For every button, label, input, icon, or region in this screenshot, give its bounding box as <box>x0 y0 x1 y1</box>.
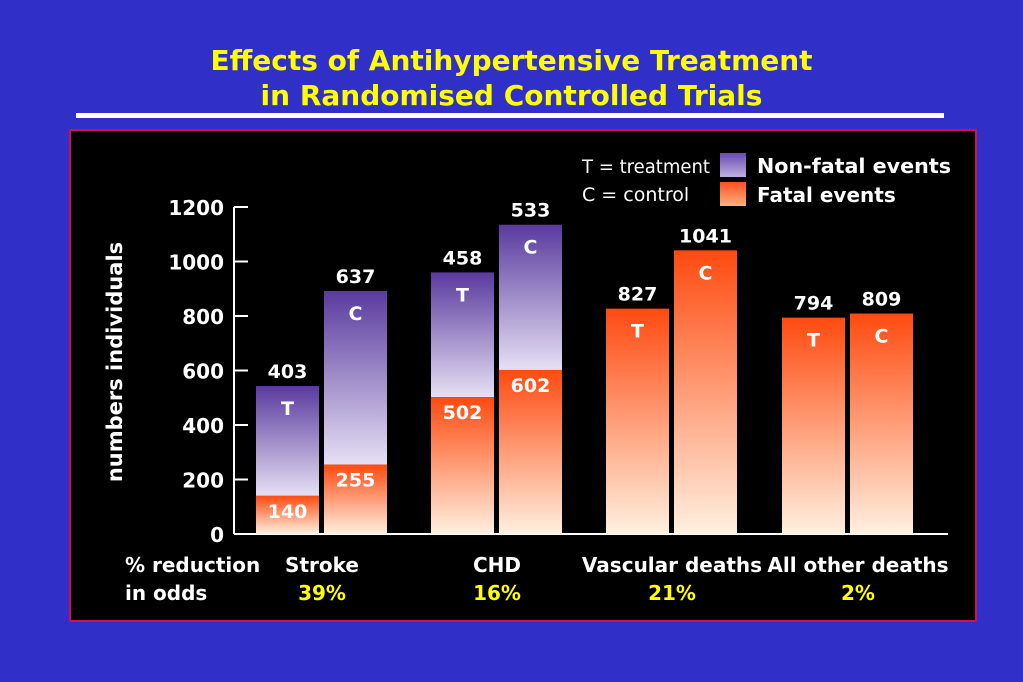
reduction-label-line-1: % reduction <box>125 553 260 577</box>
bar-fatal-all-other-deaths-c <box>850 313 913 534</box>
bar-code-label: T <box>456 284 469 306</box>
bar-fatal-vascular-deaths-c <box>674 250 737 534</box>
chart-title-line-1: Effects of Antihypertensive Treatment <box>210 44 813 77</box>
bar-nonfatal-chd-t <box>431 272 494 398</box>
y-tick-label: 600 <box>182 360 224 384</box>
bar-fatal-vascular-deaths-t <box>606 308 669 534</box>
y-tick-label: 1200 <box>168 196 224 220</box>
legend-swatch-nonfatal <box>720 153 746 177</box>
bar-fatal-chd-c <box>499 369 562 534</box>
data-label-top: 458 <box>443 247 483 269</box>
data-label-top: 809 <box>862 289 902 311</box>
bar-code-label: C <box>699 262 713 284</box>
bar-code-label: C <box>875 326 889 348</box>
bar-code-label: T <box>281 398 294 420</box>
data-label-fatal: 140 <box>268 501 308 523</box>
category-label: All other deaths <box>767 553 948 577</box>
y-axis-label: numbers individuals <box>103 242 127 482</box>
bar-fatal-stroke-c <box>324 464 387 534</box>
reduction-value: 2% <box>841 581 875 605</box>
reduction-value: 16% <box>473 581 521 605</box>
data-label-top: 794 <box>794 293 834 315</box>
reduction-label-line-2: in odds <box>125 581 207 605</box>
legend-key-treatment: T = treatment <box>581 156 710 178</box>
reduction-value: 21% <box>648 581 696 605</box>
category-label: Vascular deaths <box>582 553 762 577</box>
bar-fatal-all-other-deaths-t <box>782 317 845 534</box>
y-tick-label: 400 <box>182 414 224 438</box>
y-tick-label: 1000 <box>168 251 224 275</box>
category-label: Stroke <box>285 553 359 577</box>
y-tick-label: 200 <box>182 469 224 493</box>
data-label-top: 403 <box>268 361 308 383</box>
chart-title-line-2: in Randomised Controlled Trials <box>260 79 763 112</box>
bar-nonfatal-stroke-t <box>256 386 319 496</box>
y-tick-label: 800 <box>182 305 224 329</box>
legend-swatch-fatal <box>720 182 746 206</box>
legend-label-nonfatal: Non-fatal events <box>757 154 951 178</box>
legend-key-control: C = control <box>582 184 689 206</box>
bar-code-label: C <box>524 237 538 259</box>
bar-nonfatal-stroke-c <box>324 290 387 465</box>
bar-fatal-chd-t <box>431 397 494 534</box>
bar-code-label: T <box>807 330 820 352</box>
data-label-fatal: 502 <box>443 402 483 424</box>
legend-label-fatal: Fatal events <box>757 183 896 207</box>
category-label: CHD <box>473 553 521 577</box>
data-label-top: 637 <box>336 266 376 288</box>
data-label-top: 533 <box>511 200 551 222</box>
bar-code-label: C <box>349 303 363 325</box>
bar-fatal-stroke-t <box>256 495 319 534</box>
title-underline <box>76 113 944 118</box>
bar-nonfatal-chd-c <box>499 224 562 370</box>
data-label-fatal: 602 <box>511 375 551 397</box>
reduction-value: 39% <box>298 581 346 605</box>
data-label-top: 827 <box>618 284 658 306</box>
bar-code-label: T <box>631 321 644 343</box>
y-tick-label: 0 <box>210 523 224 547</box>
data-label-fatal: 255 <box>336 470 376 492</box>
data-label-top: 1041 <box>679 225 732 247</box>
